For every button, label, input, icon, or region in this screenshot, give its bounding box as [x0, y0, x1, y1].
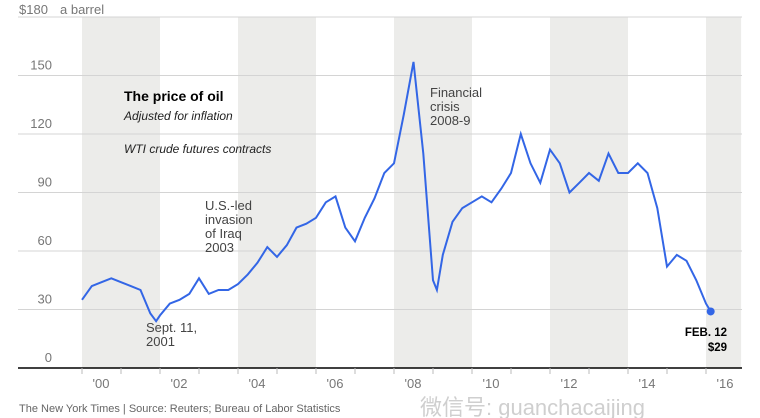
- chart-subtitle: Adjusted for inflation: [123, 109, 233, 123]
- x-tick-label: '00: [93, 376, 110, 391]
- x-tick-label: '16: [717, 376, 734, 391]
- y-tick-label: 150: [30, 58, 52, 73]
- y-tick-label: 30: [38, 292, 52, 307]
- x-tick-label: '06: [327, 376, 344, 391]
- x-tick-label: '04: [249, 376, 266, 391]
- y-tick-label: 0: [45, 350, 52, 365]
- annotation-text: 2001: [146, 334, 175, 349]
- annotation-text: of Iraq: [205, 226, 242, 241]
- chart-note: WTI crude futures contracts: [124, 142, 271, 156]
- y-tick-label: 60: [38, 233, 52, 248]
- x-tick-label: '12: [561, 376, 578, 391]
- source-note: The New York Times | Source: Reuters; Bu…: [19, 403, 341, 415]
- x-tick-label: '14: [639, 376, 656, 391]
- end-point: [706, 307, 715, 316]
- annotation-text: U.S.-led: [205, 198, 252, 213]
- annotation-text: 2008-9: [430, 113, 470, 128]
- y-unit-label: a barrel: [60, 2, 104, 17]
- annotation-text: crisis: [430, 99, 460, 114]
- series-line: [81, 61, 712, 323]
- y-tick-label: 120: [30, 116, 52, 131]
- x-tick-label: '02: [171, 376, 188, 391]
- end-date-label: FEB. 12: [685, 327, 727, 339]
- annotation-text: Sept. 11,: [146, 320, 197, 335]
- x-tick-label: '10: [483, 376, 500, 391]
- x-tick-label: '08: [405, 376, 422, 391]
- y-tick-label: $180: [19, 2, 48, 17]
- annotation-text: 2003: [205, 240, 234, 255]
- y-tick-label: 90: [38, 175, 52, 190]
- annotation-text: invasion: [205, 212, 253, 227]
- end-value-label: $29: [708, 342, 727, 354]
- chart-title: The price of oil: [124, 88, 224, 104]
- annotation-text: Financial: [430, 85, 482, 100]
- watermark: 微信号: guanchacaijing: [420, 395, 645, 418]
